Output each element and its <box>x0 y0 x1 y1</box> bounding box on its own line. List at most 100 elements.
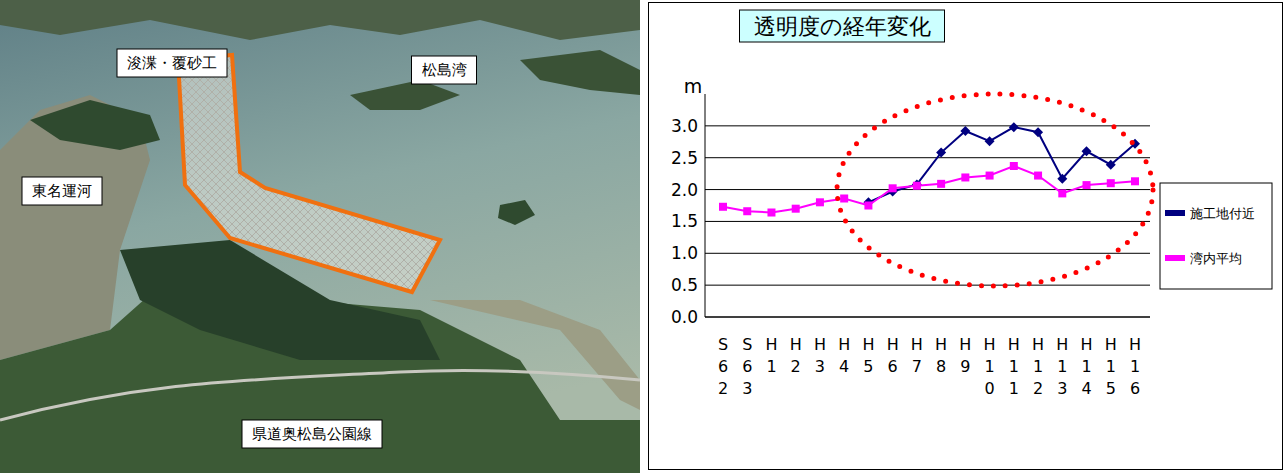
x-tick-label: H16 <box>1129 335 1141 398</box>
series-line <box>868 127 1135 202</box>
photo-label-text: 東名運河 <box>32 182 92 200</box>
marker <box>889 184 897 192</box>
x-tick-char: 2 <box>1033 379 1043 398</box>
x-tick-char: 1 <box>1009 357 1019 376</box>
y-axis-line <box>705 94 706 317</box>
x-tick-char: H <box>1129 335 1141 354</box>
x-tick-label: H2 <box>790 335 802 376</box>
x-tick-char: 5 <box>863 357 873 376</box>
photo-label-box <box>242 420 382 448</box>
marker <box>1131 177 1139 185</box>
marker <box>840 194 848 202</box>
x-tick-char: 3 <box>742 379 752 398</box>
photo-land <box>430 300 640 410</box>
x-tick-char: 1 <box>1130 357 1140 376</box>
marker <box>1106 160 1116 170</box>
x-tick-char: 6 <box>742 357 752 376</box>
photo: 浚渫・覆砂工 松島湾東名運河県道奥松島公園線 <box>0 0 640 473</box>
photo-label-text: 浚渫・覆砂工 <box>127 54 217 72</box>
marker <box>912 179 922 189</box>
photo-label-box <box>22 177 102 205</box>
photo-label: 東名運河 <box>22 177 102 205</box>
marker <box>936 148 946 158</box>
dredging-area <box>178 55 440 292</box>
marker <box>913 182 921 190</box>
x-tick-char: H <box>838 335 850 354</box>
photo-land <box>498 200 535 225</box>
x-tick-char: 1 <box>766 357 776 376</box>
x-tick-char: H <box>1056 335 1068 354</box>
photo-land <box>0 250 640 473</box>
x-tick-char: 4 <box>839 357 849 376</box>
x-tick-char: 1 <box>984 357 994 376</box>
marker <box>1033 127 1043 137</box>
photo-label: 浚渫・覆砂工 <box>117 49 227 77</box>
x-tick-char: H <box>959 335 971 354</box>
x-tick-label: H 1 5 <box>1105 335 1117 398</box>
x-axis-line <box>705 317 1150 318</box>
grid-line <box>705 189 1150 190</box>
photo-label-text: 松島湾 <box>422 61 467 79</box>
legend-swatch <box>1165 255 1185 261</box>
marker <box>1058 189 1066 197</box>
photo-label-box <box>412 56 477 84</box>
marker <box>961 173 969 181</box>
photo-label-text: 県道奥松島公園線 <box>252 425 372 443</box>
marker <box>1009 122 1019 132</box>
grid-line <box>705 157 1150 158</box>
x-tick-label: H7 <box>911 335 923 376</box>
x-tick-label: S62 <box>718 335 728 398</box>
photo-road <box>0 370 640 420</box>
x-tick-char: 3 <box>1057 379 1067 398</box>
photo-label: 松島湾 <box>412 56 477 84</box>
grid-line <box>705 285 1150 286</box>
y-tick-label: 2.0 <box>671 180 698 200</box>
x-tick-char: 1 <box>1009 379 1019 398</box>
x-tick-char: H <box>1105 335 1117 354</box>
page: 浚渫・覆砂工松島湾東名運河県道奥松島公園線透明度の経年変化m0.00.51.01… <box>0 0 1287 473</box>
plot-data <box>719 122 1140 216</box>
marker <box>960 126 970 136</box>
x-tick-label: H14 <box>1081 335 1093 398</box>
marker <box>743 207 751 215</box>
x-tick-char: H <box>765 335 777 354</box>
legend-label: 施工地付近 <box>1190 206 1255 221</box>
marker <box>937 180 945 188</box>
x-tick-label: H6 <box>887 335 899 376</box>
marker <box>816 198 824 206</box>
x-tick-char: 0 <box>984 379 994 398</box>
x-tick-char: H <box>984 335 996 354</box>
x-tick-char: 8 <box>936 357 946 376</box>
x-tick-label: H 1 0 <box>984 335 996 398</box>
legend: 施工地付近湾内平均 <box>1160 183 1272 289</box>
x-tick-label: H8 <box>935 335 947 376</box>
title: 透明度の経年変化 <box>754 14 931 39</box>
x-tick-char: H <box>935 335 947 354</box>
chart-frame <box>649 3 1283 470</box>
x-tick-char: H <box>911 335 923 354</box>
x-tick-char: 1 <box>1033 357 1043 376</box>
marker <box>1010 162 1018 170</box>
x-tick-char: 5 <box>1106 379 1116 398</box>
x-tick-char: 1 <box>1081 357 1091 376</box>
photo-label: 県道奥松島公園線 <box>242 420 382 448</box>
x-tick-char: 1 <box>1106 357 1116 376</box>
highlight-ellipse <box>837 94 1153 286</box>
legend-label: 湾内平均 <box>1190 251 1242 266</box>
x-tick-char: 9 <box>960 357 970 376</box>
grid-line <box>705 317 1150 318</box>
marker <box>1083 181 1091 189</box>
x-tick-char: 1 <box>1057 357 1067 376</box>
x-tick-char: 2 <box>791 357 801 376</box>
title-box <box>740 10 945 42</box>
photo-land <box>520 50 640 95</box>
y-tick-label: 2.5 <box>671 148 698 168</box>
x-tick-label: H11 <box>1008 335 1020 398</box>
legend-swatch <box>1165 210 1185 216</box>
y-tick-label: 3.0 <box>671 116 698 136</box>
x-tick-label: H12 <box>1032 335 1044 398</box>
x-tick-label: H9 <box>959 335 971 376</box>
photo-label-box <box>117 49 227 77</box>
x-tick-char: 2 <box>718 379 728 398</box>
x-tick-label: H4 <box>838 335 850 376</box>
